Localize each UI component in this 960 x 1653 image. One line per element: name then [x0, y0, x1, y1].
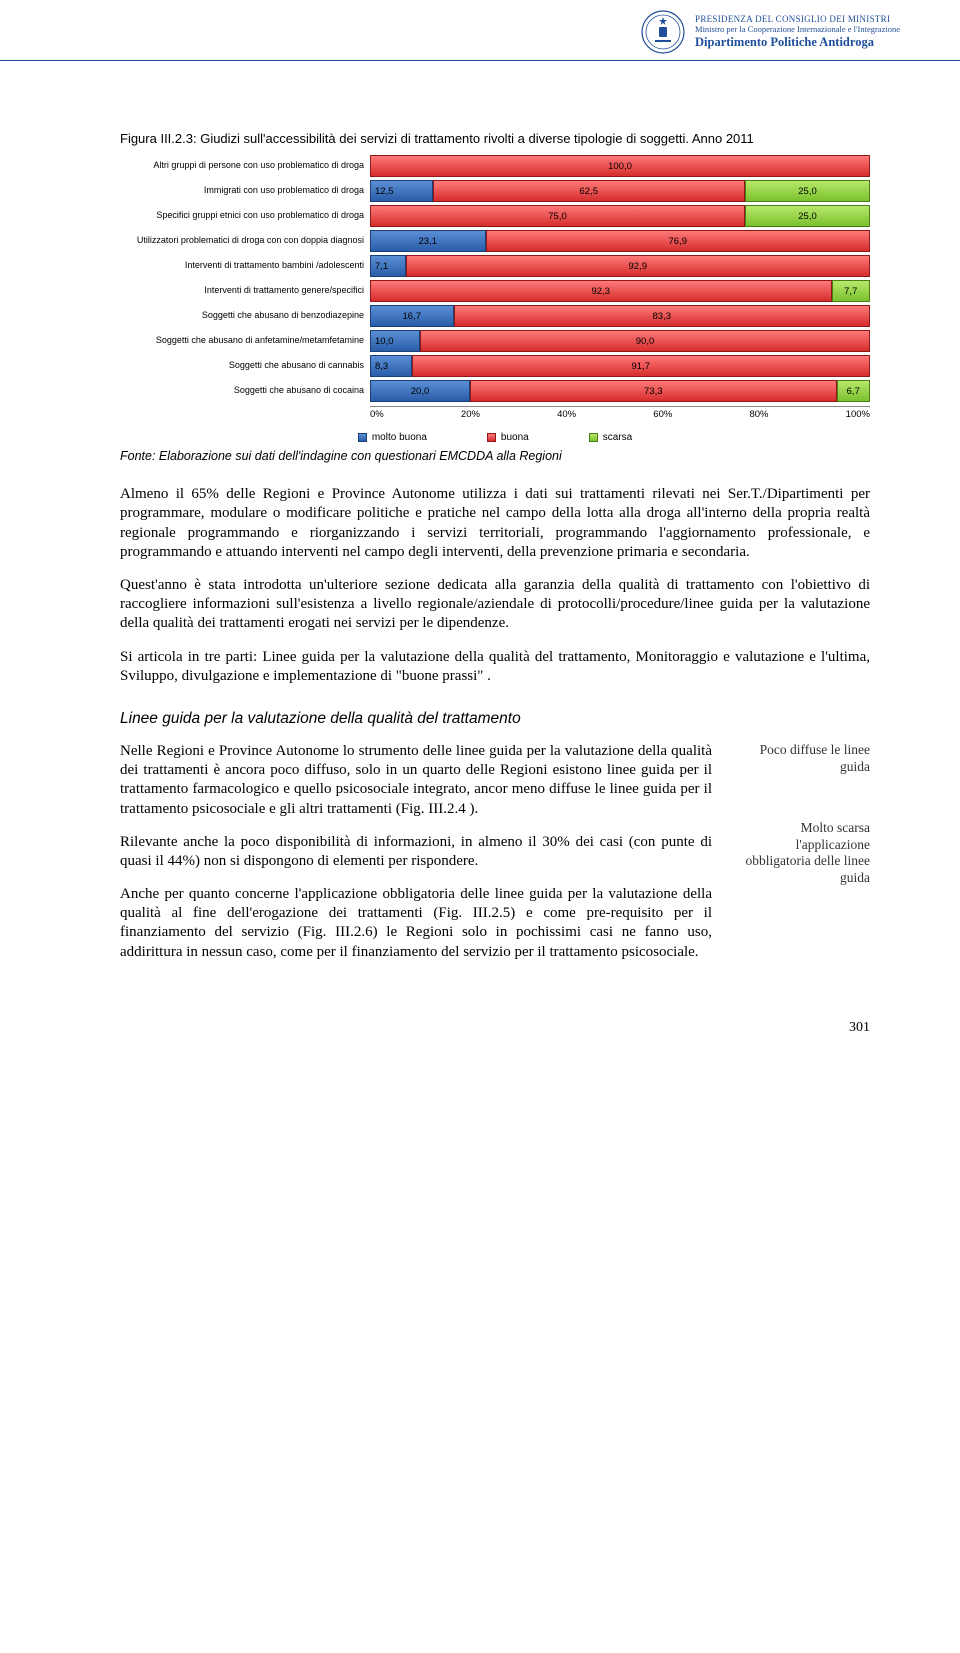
chart-segment: 25,0 [745, 205, 870, 227]
chart-category-label: Soggetti che abusano di benzodiazepine [120, 311, 370, 321]
section-heading: Linee guida per la valutazione della qua… [120, 710, 870, 728]
chart-segment: 12,5 [370, 180, 433, 202]
gov-emblem-icon [641, 10, 685, 54]
chart-bar: 92,37,7 [370, 280, 870, 302]
body-paragraph: Si articola in tre parti: Linee guida pe… [120, 648, 870, 686]
chart-row: Altri gruppi di persone con uso problema… [120, 155, 870, 177]
chart-bar: 23,176,9 [370, 230, 870, 252]
body-paragraph: Quest'anno è stata introdotta un'ulterio… [120, 576, 870, 634]
chart-x-axis: 0% 20% 40% 60% 80% 100% [120, 406, 870, 420]
chart-segment: 73,3 [470, 380, 837, 402]
chart-row: Interventi di trattamento bambini /adole… [120, 255, 870, 277]
legend-swatch-icon [589, 433, 598, 442]
chart-row: Interventi di trattamento genere/specifi… [120, 280, 870, 302]
chart-segment: 75,0 [370, 205, 745, 227]
chart-bar: 10,090,0 [370, 330, 870, 352]
chart-row: Specifici gruppi etnici con uso problema… [120, 205, 870, 227]
legend-label: molto buona [372, 432, 427, 443]
two-column-block: Nelle Regioni e Province Autonome lo str… [120, 742, 870, 976]
chart-segment: 10,0 [370, 330, 420, 352]
chart-row: Soggetti che abusano di benzodiazepine16… [120, 305, 870, 327]
legend-label: scarsa [603, 432, 632, 443]
chart-category-label: Soggetti che abusano di cocaina [120, 386, 370, 396]
chart-bar: 16,783,3 [370, 305, 870, 327]
chart-bar: 8,391,7 [370, 355, 870, 377]
body-paragraph: Nelle Regioni e Province Autonome lo str… [120, 742, 712, 819]
axis-tick: 20% [461, 409, 480, 420]
chart-category-label: Interventi di trattamento genere/specifi… [120, 286, 370, 296]
page-number: 301 [120, 1020, 870, 1036]
chart-row: Immigrati con uso problematico di droga1… [120, 180, 870, 202]
chart-bar: 75,025,0 [370, 205, 870, 227]
chart-segment: 62,5 [433, 180, 746, 202]
header-line2: Ministro per la Cooperazione Internazion… [695, 24, 900, 34]
chart-segment: 8,3 [370, 355, 412, 377]
chart-segment: 92,3 [370, 280, 832, 302]
axis-tick: 100% [846, 409, 870, 420]
chart-row: Soggetti che abusano di cocaina20,073,36… [120, 380, 870, 402]
chart-category-label: Altri gruppi di persone con uso problema… [120, 161, 370, 171]
chart-row: Soggetti che abusano di anfetamine/metam… [120, 330, 870, 352]
chart-bar: 100,0 [370, 155, 870, 177]
axis-tick: 0% [370, 409, 384, 420]
chart-segment: 83,3 [454, 305, 871, 327]
chart-segment: 7,1 [370, 255, 406, 277]
stacked-bar-chart: Altri gruppi di persone con uso problema… [120, 155, 870, 402]
chart-segment: 91,7 [412, 355, 871, 377]
chart-bar: 12,562,525,0 [370, 180, 870, 202]
figure-caption: Figura III.2.3: Giudizi sull'accessibili… [120, 131, 870, 147]
chart-segment: 90,0 [420, 330, 870, 352]
chart-legend: molto buona buona scarsa [120, 432, 870, 443]
legend-label: buona [501, 432, 529, 443]
margin-note: Molto scarsa l'applicazione obbligatoria… [730, 820, 870, 888]
axis-tick: 40% [557, 409, 576, 420]
chart-category-label: Immigrati con uso problematico di droga [120, 186, 370, 196]
chart-segment: 7,7 [832, 280, 871, 302]
legend-item: buona [487, 432, 529, 443]
chart-bar: 7,192,9 [370, 255, 870, 277]
legend-item: molto buona [358, 432, 427, 443]
chart-row: Utilizzatori problematici di droga con c… [120, 230, 870, 252]
chart-source: Fonte: Elaborazione sui dati dell'indagi… [120, 449, 870, 463]
legend-swatch-icon [487, 433, 496, 442]
chart-segment: 6,7 [837, 380, 871, 402]
chart-category-label: Soggetti che abusano di anfetamine/metam… [120, 336, 370, 346]
chart-segment: 100,0 [370, 155, 870, 177]
chart-bar: 20,073,36,7 [370, 380, 870, 402]
chart-category-label: Utilizzatori problematici di droga con c… [120, 236, 370, 246]
legend-item: scarsa [589, 432, 632, 443]
body-paragraph: Almeno il 65% delle Regioni e Province A… [120, 485, 870, 562]
chart-category-label: Interventi di trattamento bambini /adole… [120, 261, 370, 271]
chart-row: Soggetti che abusano di cannabis8,391,7 [120, 355, 870, 377]
axis-tick: 80% [749, 409, 768, 420]
page-header: PRESIDENZA DEL CONSIGLIO DEI MINISTRI Mi… [0, 0, 960, 61]
body-paragraph: Anche per quanto concerne l'applicazione… [120, 885, 712, 962]
chart-segment: 23,1 [370, 230, 486, 252]
axis-tick: 60% [653, 409, 672, 420]
legend-swatch-icon [358, 433, 367, 442]
chart-category-label: Specifici gruppi etnici con uso problema… [120, 211, 370, 221]
chart-segment: 25,0 [745, 180, 870, 202]
margin-note: Poco diffuse le linee guida [730, 742, 870, 776]
chart-segment: 20,0 [370, 380, 470, 402]
body-paragraph: Rilevante anche la poco disponibilità di… [120, 833, 712, 871]
chart-segment: 92,9 [406, 255, 871, 277]
header-text-block: PRESIDENZA DEL CONSIGLIO DEI MINISTRI Mi… [695, 14, 900, 50]
header-line1: PRESIDENZA DEL CONSIGLIO DEI MINISTRI [695, 14, 900, 24]
chart-segment: 16,7 [370, 305, 454, 327]
chart-segment: 76,9 [486, 230, 871, 252]
chart-category-label: Soggetti che abusano di cannabis [120, 361, 370, 371]
header-line3: Dipartimento Politiche Antidroga [695, 35, 900, 50]
